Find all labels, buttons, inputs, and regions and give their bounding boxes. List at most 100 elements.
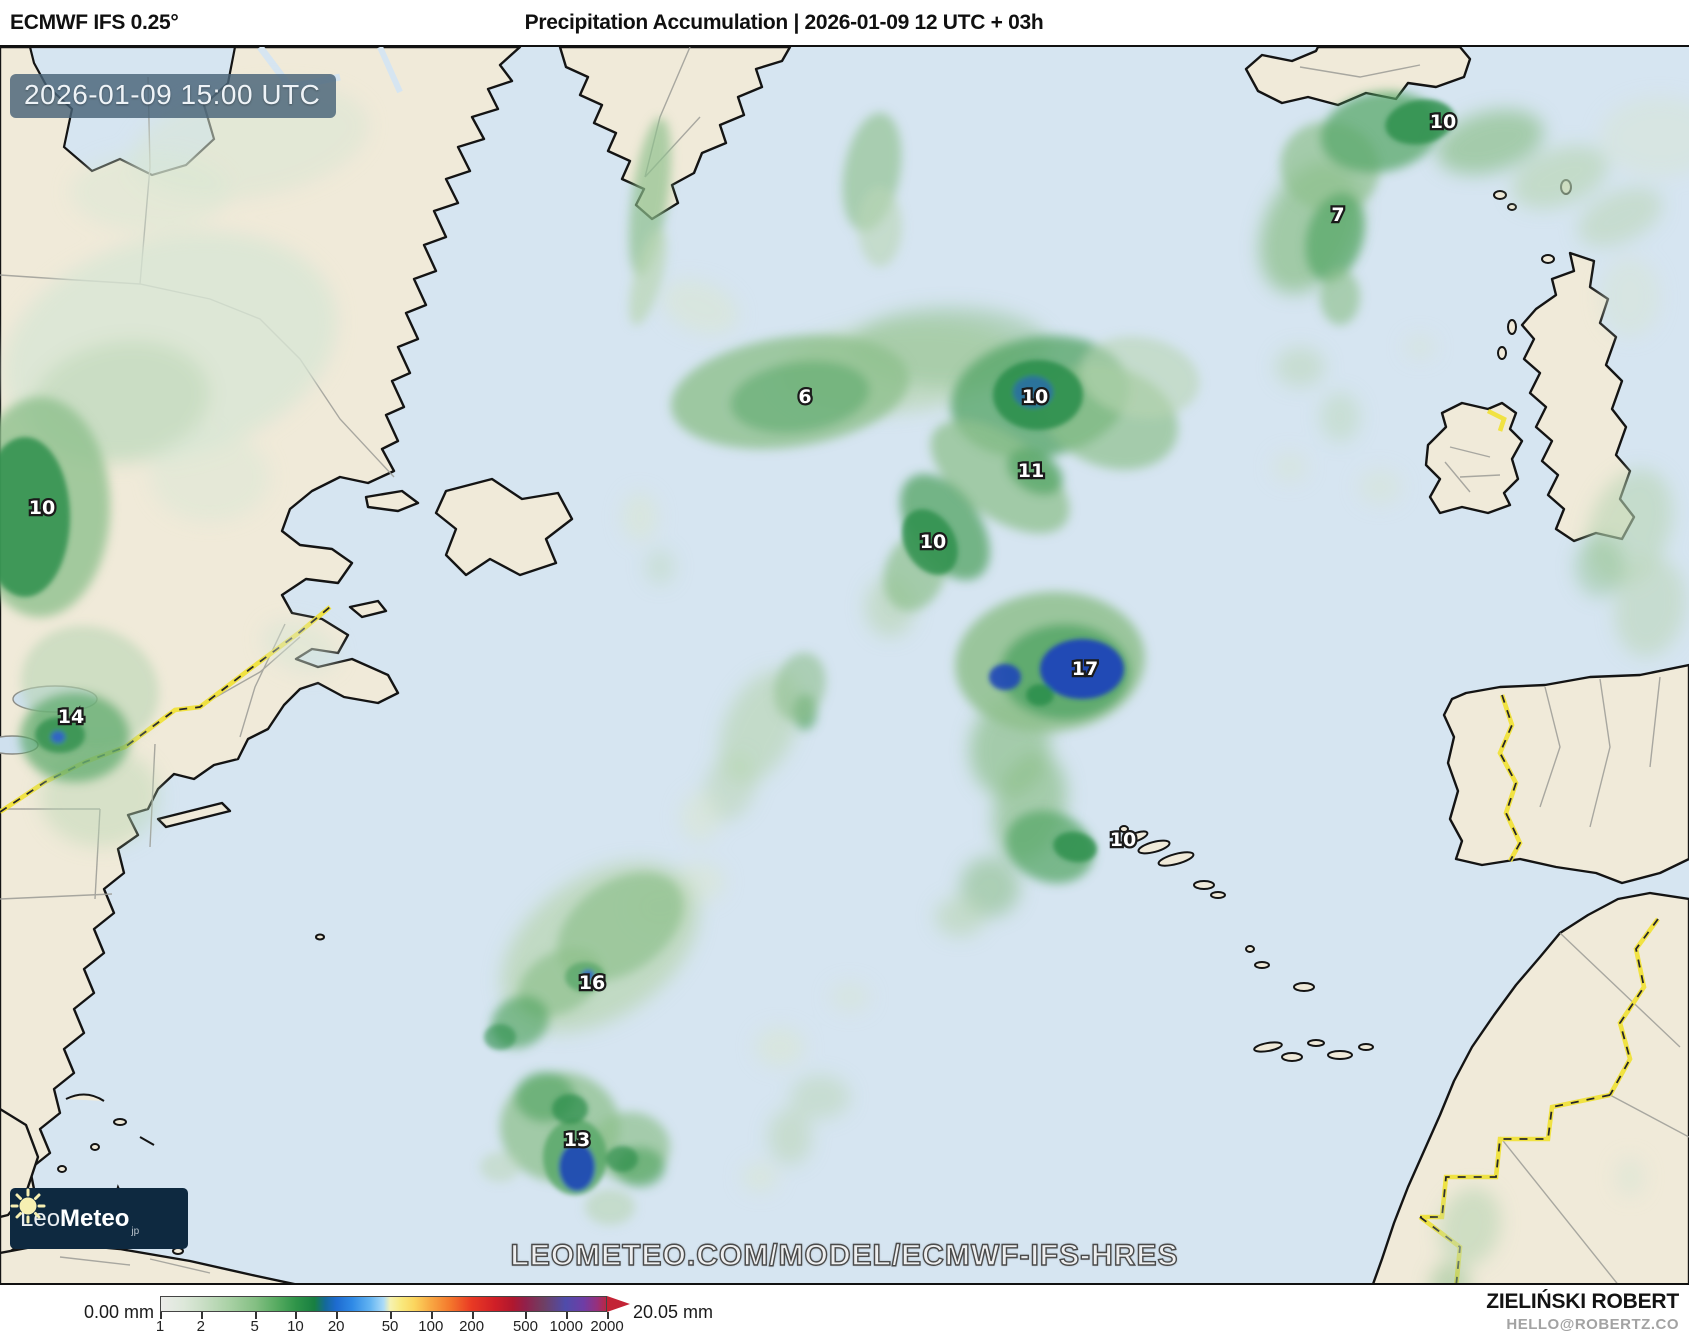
precip-blob bbox=[1512, 145, 1608, 209]
precip-blob bbox=[622, 492, 658, 542]
precip-blob bbox=[1040, 639, 1124, 699]
legend-tick-label: 10 bbox=[287, 1318, 304, 1335]
precip-blob bbox=[484, 1024, 516, 1050]
precip-layer-core bbox=[0, 99, 1455, 1195]
island-newfoundland bbox=[434, 477, 574, 577]
admin-border-iceland bbox=[1299, 64, 1421, 78]
legend-tick-mark bbox=[200, 1312, 203, 1319]
legend-tick-label: 1 bbox=[155, 1318, 165, 1335]
border-northern-ireland bbox=[1486, 408, 1507, 432]
precip-blob bbox=[629, 228, 667, 326]
azores-island bbox=[1119, 825, 1129, 833]
island-pei bbox=[348, 599, 388, 619]
precip-blob bbox=[1575, 537, 1625, 597]
precip-blob bbox=[902, 509, 958, 575]
legend-tick-mark bbox=[607, 1312, 609, 1319]
faroe-islands bbox=[1507, 203, 1517, 211]
island-anticosti bbox=[364, 489, 420, 513]
precip-value-label: 13 bbox=[564, 1129, 590, 1151]
precip-blob bbox=[790, 1075, 850, 1119]
precip-value-label: 10 bbox=[1110, 829, 1136, 851]
border-morocco-algeria-dash bbox=[1609, 918, 1659, 1096]
precip-blob bbox=[774, 652, 826, 722]
precip-blob bbox=[51, 731, 65, 743]
precip-blob bbox=[1358, 469, 1402, 505]
orkney-islands bbox=[1541, 254, 1555, 264]
precip-blob bbox=[742, 1162, 778, 1192]
precip-blob bbox=[606, 1146, 638, 1172]
island-ireland bbox=[1424, 401, 1524, 515]
precip-blob bbox=[858, 187, 902, 267]
legend-tick-mark bbox=[160, 1312, 162, 1319]
legend-tick-mark bbox=[525, 1312, 528, 1319]
header: ECMWF IFS 0.25° Precipitation Accumulati… bbox=[0, 0, 1689, 45]
legend-tick-mark bbox=[471, 1312, 474, 1319]
legend-max-label: 20.05 mm bbox=[633, 1302, 714, 1322]
precip-value-label: 16 bbox=[579, 972, 605, 994]
watermark: LEOMETEO.COM/MODEL/ECMWF-IFS-HRES bbox=[510, 1238, 1179, 1272]
admin-border-cuba bbox=[59, 1256, 211, 1274]
bahamas-island bbox=[65, 1093, 105, 1102]
precip-value-label: 17 bbox=[1072, 658, 1098, 680]
precip-blob bbox=[1006, 810, 1094, 884]
bahamas-island bbox=[113, 1118, 127, 1126]
legend-min-label: 0.00 mm bbox=[84, 1302, 155, 1322]
admin-border-africa bbox=[1499, 932, 1689, 1283]
island-long-island bbox=[156, 801, 232, 829]
bermuda-island bbox=[315, 933, 325, 941]
canary-island bbox=[1281, 1052, 1303, 1062]
precip-blob bbox=[1320, 392, 1360, 442]
border-portugal-spain-dash bbox=[1499, 694, 1522, 862]
timestamp-overlay: 2026-01-09 15:00 UTC bbox=[10, 74, 337, 118]
map-title: Precipitation Accumulation | 2026-01-09 … bbox=[524, 11, 1044, 34]
admin-border bbox=[0, 893, 113, 900]
azores-island bbox=[1123, 830, 1149, 844]
azores-island bbox=[1157, 851, 1195, 867]
logo-suffix: jp bbox=[131, 1226, 140, 1237]
bahamas-island bbox=[57, 1165, 67, 1173]
precip-blob bbox=[1600, 97, 1689, 177]
azores-island bbox=[1254, 961, 1270, 969]
legend-tick-mark bbox=[566, 1312, 569, 1319]
leometeo-logo: Leo Meteo jp bbox=[10, 1188, 188, 1249]
precip-blob bbox=[730, 360, 870, 434]
precip-blob bbox=[261, 619, 339, 675]
precip-blob bbox=[1405, 335, 1435, 359]
canary-island bbox=[1253, 1041, 1283, 1053]
precip-blob bbox=[1275, 347, 1325, 387]
precip-blob bbox=[1577, 187, 1663, 247]
legend-tick-mark bbox=[430, 1312, 433, 1319]
precip-blob bbox=[628, 117, 672, 277]
canary-island bbox=[1327, 1050, 1353, 1060]
weather-map: 10 14 6 10 11 10 17 10 16 13 7 10 2026-01-09 15:00 … bbox=[0, 45, 1689, 1285]
precip-blob bbox=[1013, 376, 1053, 408]
legend-tick-label: 50 bbox=[381, 1318, 399, 1335]
precip-blob bbox=[585, 1189, 635, 1225]
precip-value-label: 14 bbox=[58, 706, 84, 728]
precip-blob bbox=[1026, 684, 1054, 706]
precip-blob bbox=[1614, 557, 1686, 657]
precip-blob bbox=[930, 420, 1070, 534]
precip-blob bbox=[768, 1109, 812, 1165]
precip-blob bbox=[1053, 831, 1097, 863]
precip-blob bbox=[1615, 1157, 1645, 1197]
azores-island bbox=[1210, 891, 1226, 899]
precip-value-label: 10 bbox=[29, 497, 55, 519]
azores-island bbox=[1137, 839, 1171, 855]
precip-blob bbox=[0, 437, 70, 597]
legend-tick-mark bbox=[390, 1312, 393, 1319]
precip-blob bbox=[645, 549, 675, 585]
legend-tick-label: 20 bbox=[327, 1318, 345, 1335]
legend-tick-mark bbox=[295, 1312, 298, 1319]
legend-tick-label: 100 bbox=[418, 1318, 444, 1335]
precip-blob bbox=[1305, 192, 1365, 282]
legend-arrow bbox=[607, 1296, 630, 1312]
bahamas-island bbox=[90, 1143, 100, 1151]
legend-footer: 0.00 mm 20.05 mm 1 2 5 10 20 50 100 200 500 1000 2… bbox=[0, 1285, 1689, 1338]
hebrides-island bbox=[1507, 319, 1517, 335]
legend-tick-mark bbox=[254, 1312, 257, 1319]
precip-blob bbox=[935, 897, 985, 937]
faroe-islands bbox=[1493, 190, 1507, 200]
border-western-sahara-dash bbox=[1420, 1094, 1611, 1218]
admin-border-spain bbox=[1539, 676, 1661, 828]
